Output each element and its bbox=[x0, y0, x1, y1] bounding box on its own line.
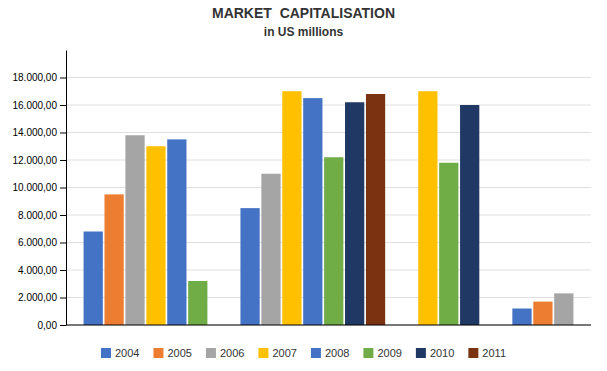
bars bbox=[84, 91, 574, 325]
bar bbox=[366, 94, 385, 325]
legend-swatch bbox=[206, 348, 216, 358]
title: MARKET CAPITALISATION bbox=[212, 5, 395, 21]
y-tick: 8.000,00 bbox=[18, 210, 66, 221]
bar bbox=[240, 208, 259, 325]
x-axis-line bbox=[66, 325, 591, 326]
legend-swatch bbox=[468, 348, 478, 358]
y-tick: 4.000,00 bbox=[18, 265, 66, 276]
bar bbox=[188, 281, 207, 325]
y-tick-label: 16.000,00 bbox=[13, 100, 58, 111]
legend-swatch bbox=[416, 348, 426, 358]
legend-item: 2006 bbox=[206, 347, 244, 359]
y-tick: 12.000,00 bbox=[13, 155, 67, 166]
bar bbox=[324, 157, 343, 325]
legend-item: 2005 bbox=[153, 347, 191, 359]
bar bbox=[167, 139, 186, 325]
legend-swatch bbox=[101, 348, 111, 358]
grid-line bbox=[66, 105, 591, 106]
grid-line bbox=[66, 325, 591, 326]
bar bbox=[554, 293, 573, 325]
y-tick: 16.000,00 bbox=[13, 100, 67, 111]
y-tick-label: 8.000,00 bbox=[18, 210, 57, 221]
legend-item: 2011 bbox=[468, 347, 506, 359]
y-tick-mark bbox=[60, 133, 66, 134]
bar bbox=[512, 309, 531, 326]
bar bbox=[84, 232, 103, 326]
y-tick-mark bbox=[60, 78, 66, 79]
grid bbox=[66, 78, 591, 326]
legend-label: 2010 bbox=[430, 347, 454, 359]
y-tick-label: 6.000,00 bbox=[18, 237, 57, 248]
y-tick: 0,00 bbox=[38, 320, 66, 331]
bar bbox=[418, 91, 437, 325]
y-axis-line bbox=[66, 51, 67, 326]
legend-label: 2007 bbox=[272, 347, 296, 359]
legend-swatch bbox=[311, 348, 321, 358]
bar bbox=[345, 102, 364, 325]
x-axis bbox=[66, 325, 591, 326]
y-tick-label: 12.000,00 bbox=[13, 155, 58, 166]
y-tick-mark bbox=[60, 325, 66, 326]
bar bbox=[303, 98, 322, 325]
y-tick-label: 0,00 bbox=[38, 320, 58, 331]
legend-label: 2005 bbox=[167, 347, 191, 359]
y-tick-mark bbox=[60, 243, 66, 244]
y-axis: 0,00 2.000,00 4.000,00 6.000,00 8.000,00 10.0… bbox=[13, 51, 67, 331]
legend-label: 2008 bbox=[325, 347, 349, 359]
legend-swatch bbox=[363, 348, 373, 358]
legend-item: 2004 bbox=[101, 347, 139, 359]
y-tick: 10.000,00 bbox=[13, 182, 67, 193]
legend-label: 2004 bbox=[115, 347, 139, 359]
legend-label: 2009 bbox=[377, 347, 401, 359]
y-tick-label: 10.000,00 bbox=[13, 182, 58, 193]
legend-swatch bbox=[258, 348, 268, 358]
y-tick-mark bbox=[60, 160, 66, 161]
y-tick: 6.000,00 bbox=[18, 237, 66, 248]
bar bbox=[261, 174, 280, 325]
legend-item: 2009 bbox=[363, 347, 401, 359]
legend-item: 2008 bbox=[311, 347, 349, 359]
legend: 2004 2005 2006 2007 2008 2009 2010 2011 bbox=[101, 347, 506, 359]
legend-swatch bbox=[153, 348, 163, 358]
grid-line bbox=[66, 132, 591, 133]
legend-item: 2007 bbox=[258, 347, 296, 359]
grid-line bbox=[66, 77, 591, 78]
chart: MARKET CAPITALISATION in US millions 0,00 2… bbox=[0, 0, 607, 371]
legend-item: 2010 bbox=[416, 347, 454, 359]
bar bbox=[439, 163, 458, 325]
y-tick: 2.000,00 bbox=[18, 292, 66, 303]
y-tick-label: 4.000,00 bbox=[18, 265, 57, 276]
y-tick: 14.000,00 bbox=[13, 127, 67, 138]
bar bbox=[125, 135, 144, 325]
bar bbox=[104, 194, 123, 325]
y-tick-mark bbox=[60, 215, 66, 216]
bar bbox=[533, 302, 552, 325]
y-tick: 18.000,00 bbox=[13, 72, 67, 83]
legend-label: 2006 bbox=[220, 347, 244, 359]
y-tick-mark bbox=[60, 188, 66, 189]
y-tick-mark bbox=[60, 105, 66, 106]
bar bbox=[282, 91, 301, 325]
bar bbox=[146, 146, 165, 325]
subtitle: in US millions bbox=[264, 25, 344, 39]
legend-label: 2011 bbox=[482, 347, 506, 359]
y-tick-label: 18.000,00 bbox=[13, 72, 58, 83]
y-tick-label: 14.000,00 bbox=[13, 127, 58, 138]
y-tick-mark bbox=[60, 270, 66, 271]
y-tick-mark bbox=[60, 298, 66, 299]
bar bbox=[460, 105, 479, 325]
y-tick-label: 2.000,00 bbox=[18, 292, 57, 303]
